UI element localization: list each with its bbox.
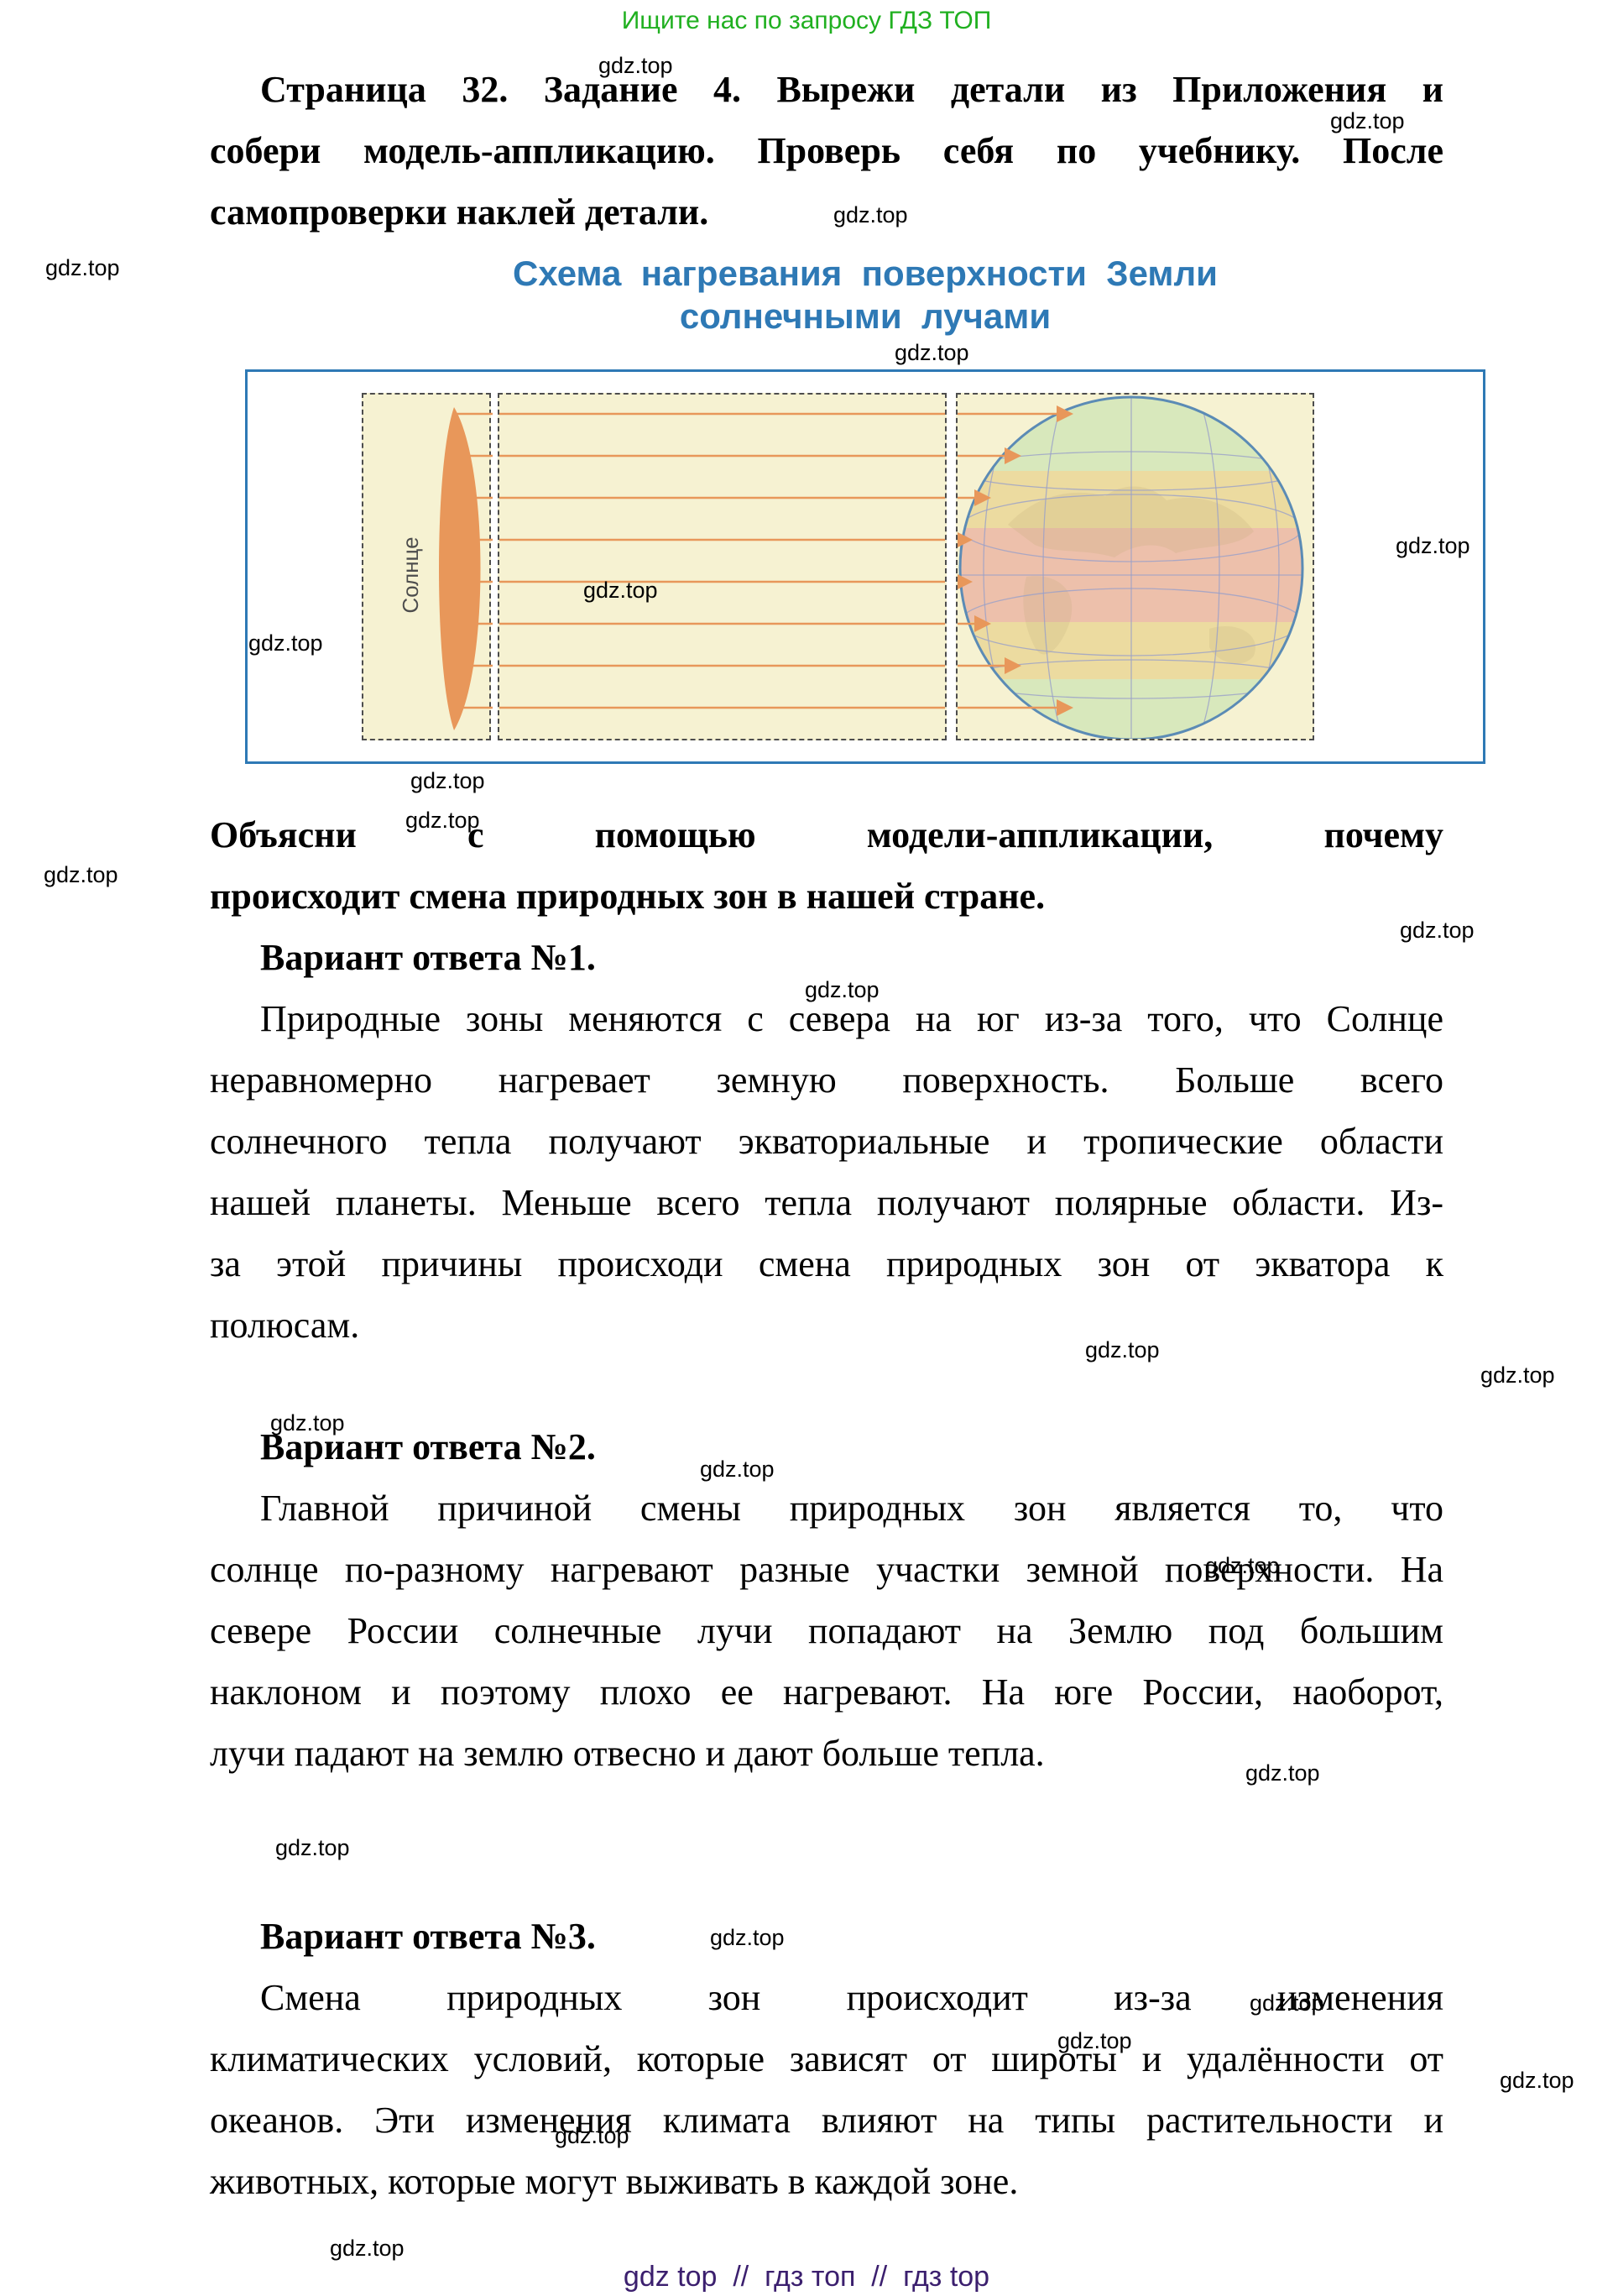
- svg-text:Солнце: Солнце: [398, 537, 423, 614]
